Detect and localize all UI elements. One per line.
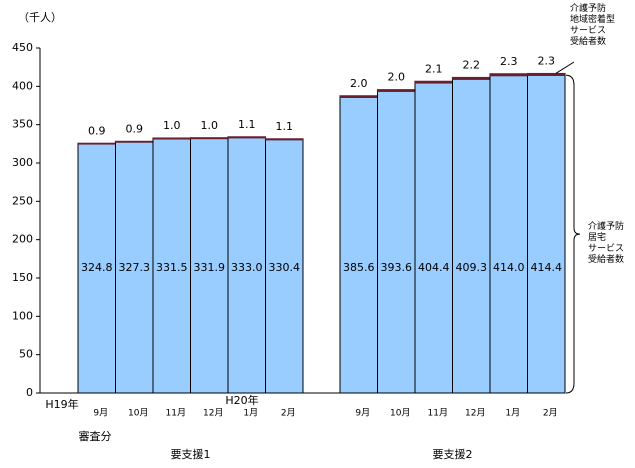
bar-segment (414, 82, 453, 394)
value-label: 324.8 (81, 261, 113, 274)
x-tick-label: 9月 (355, 408, 370, 419)
x-tick-label: 11月 (428, 408, 448, 419)
value-label: 1.1 (276, 120, 294, 133)
x-tick-label: 2月 (543, 408, 558, 419)
value-label: 414.4 (531, 261, 563, 274)
y-tick-label: 150 (12, 271, 33, 284)
y-tick-label: 400 (12, 79, 33, 92)
value-label: 327.3 (119, 261, 151, 274)
x-tick-label: 10月 (390, 408, 410, 419)
value-label: 2.0 (350, 77, 368, 90)
value-label: 1.1 (238, 118, 256, 131)
value-label: 1.0 (163, 119, 181, 132)
value-label: 331.9 (194, 261, 226, 274)
bar-segment (114, 140, 154, 143)
legend-brace (565, 74, 581, 394)
year-label: H19年 (45, 397, 78, 411)
bar-segment (526, 72, 566, 76)
x-tick-label: 1月 (243, 408, 258, 419)
bar-segment (414, 80, 454, 84)
value-label: 0.9 (126, 122, 144, 135)
value-label: 2.0 (388, 71, 406, 84)
x-tick-label: 12月 (465, 408, 485, 419)
y-tick-label: 0 (26, 386, 33, 399)
value-label: 1.0 (201, 119, 219, 132)
group-label: 要支援1 (171, 447, 211, 461)
bar-segment (189, 137, 229, 140)
bar-segment (451, 76, 491, 80)
value-label: 414.0 (493, 261, 525, 274)
legend-leader (555, 61, 575, 74)
bar-segment (376, 89, 416, 92)
value-label: 409.3 (456, 261, 488, 274)
legend-entry: 介護予防 居宅 サービス 受給者数 (588, 222, 625, 265)
bar-segment (527, 74, 566, 394)
y-tick-label: 450 (12, 41, 33, 54)
bar-segment (227, 137, 266, 394)
value-label: 331.5 (156, 261, 188, 274)
y-tick-label: 350 (12, 118, 33, 131)
bar-segment (264, 138, 304, 141)
y-tick-label: 100 (12, 309, 33, 322)
value-label: 385.6 (343, 261, 375, 274)
bar-segment (489, 75, 528, 394)
y-tick-label: 200 (12, 233, 33, 246)
x-tick-label: 9月 (93, 408, 108, 419)
value-label: 2.2 (463, 59, 481, 72)
bar-segment (489, 73, 529, 77)
year-label: H20年 (225, 393, 258, 407)
bar-segment (339, 95, 379, 98)
value-label: 2.3 (500, 55, 518, 68)
bar-segment (265, 139, 304, 394)
bar-segment (77, 142, 117, 145)
bar-segment (77, 143, 116, 394)
bar-segment (227, 136, 267, 139)
legend-entry: 介護予防 地域密着型 サービス 受給者数 (570, 4, 616, 47)
value-label: 404.4 (418, 261, 450, 274)
y-tick-label: 300 (12, 156, 33, 169)
x-tick-label: 1月 (505, 408, 520, 419)
value-label: 393.6 (381, 261, 413, 274)
y-tick-label: 50 (19, 348, 33, 361)
x-tick-label: 10月 (128, 408, 148, 419)
bar-segment (452, 78, 491, 394)
bar-segment (152, 137, 192, 140)
x-tick-label: 2月 (281, 408, 296, 419)
x-tick-label: 12月 (203, 408, 223, 419)
value-label: 330.4 (269, 261, 301, 274)
value-label: 2.1 (425, 62, 443, 75)
bar-segment (377, 90, 416, 394)
note: 審査分 (79, 429, 112, 443)
y-tick-label: 250 (12, 194, 33, 207)
group-label: 要支援2 (433, 447, 473, 461)
unit-label: （千人） (18, 11, 62, 24)
value-label: 0.9 (88, 124, 106, 137)
value-label: 333.0 (231, 261, 263, 274)
value-label: 2.3 (538, 55, 556, 68)
x-tick-label: 11月 (166, 408, 186, 419)
bar-segment (339, 96, 378, 394)
